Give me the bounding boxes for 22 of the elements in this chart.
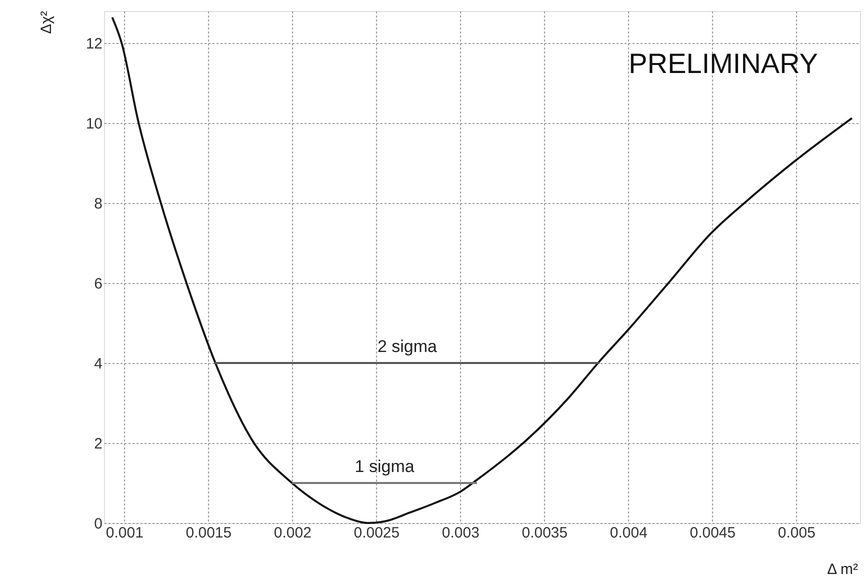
y-tick-label: 12 (86, 36, 102, 52)
y-tick-label: 10 (86, 116, 102, 132)
annotation: PRELIMINARY (628, 48, 818, 79)
x-tick-label: 0.0025 (354, 524, 400, 542)
series-label: 1 sigma (354, 457, 415, 476)
y-tick-label: 2 (94, 436, 102, 452)
series-label: 2 sigma (377, 337, 438, 356)
x-tick-label: 0.002 (274, 524, 312, 542)
y-tick-label: 0 (94, 516, 102, 532)
y-tick-label: 6 (94, 276, 102, 292)
y-axis-title: Δχ² (38, 11, 55, 34)
x-tick-label: 0.001 (106, 524, 144, 542)
y-tick-label: 8 (94, 196, 102, 212)
line-series (111, 16, 853, 524)
x-tick-label: 0.0035 (522, 524, 568, 542)
x-axis-title: Δ m² (827, 561, 858, 578)
y-tick-label: 4 (94, 356, 102, 372)
x-tick-label: 0.0045 (690, 524, 736, 542)
x-tick-label: 0.005 (778, 524, 816, 542)
x-tick-label: 0.0015 (186, 524, 232, 542)
x-tick-label: 0.004 (610, 524, 648, 542)
x-tick-label: 0.003 (442, 524, 480, 542)
